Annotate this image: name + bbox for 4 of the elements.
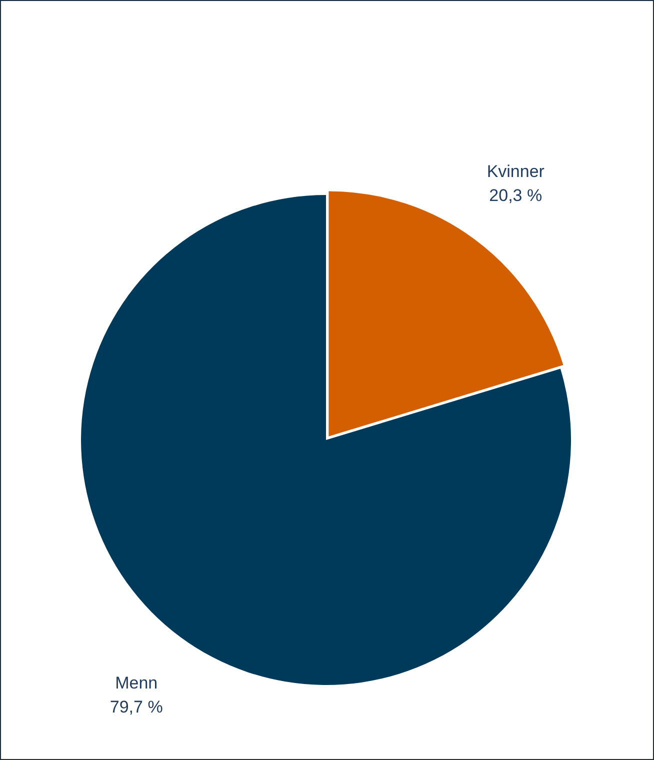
data-label: 20,3 % <box>489 186 542 205</box>
data-label: 79,7 % <box>110 698 163 717</box>
slice-label: Menn <box>115 674 158 693</box>
slice-label: Kvinner <box>486 162 545 181</box>
